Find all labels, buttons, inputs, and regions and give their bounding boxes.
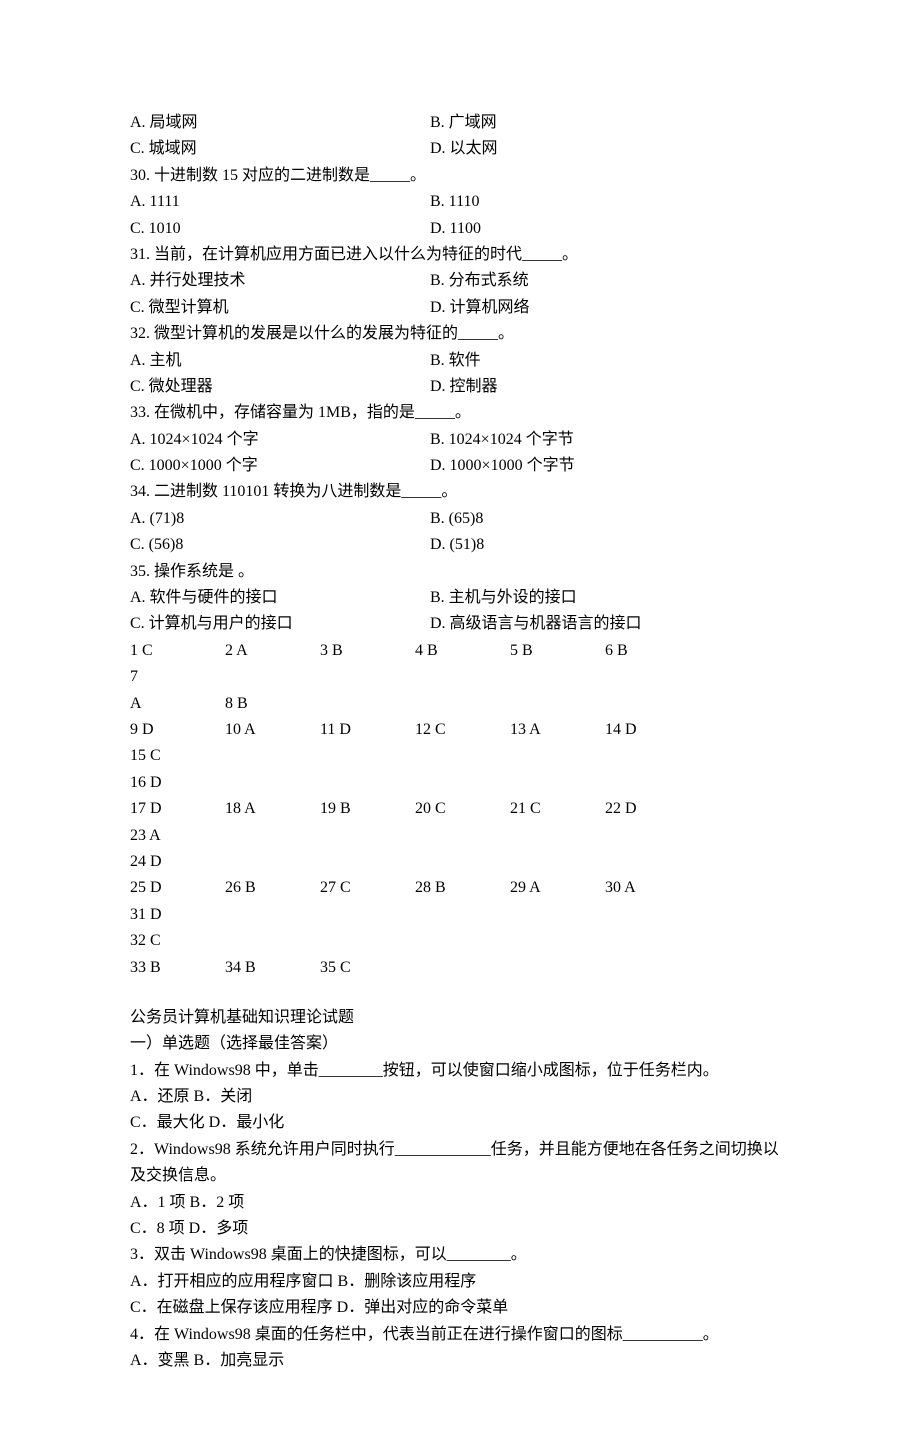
question-stem: 3．双击 Windows98 桌面上的快捷图标，可以________。 [130, 1242, 790, 1268]
answer-cell: 20 C [415, 796, 510, 822]
question-options: A. 1024×1024 个字 B. 1024×1024 个字节 [130, 427, 790, 453]
answer-cell: 7 [130, 664, 225, 690]
answer-cell: A [130, 691, 225, 717]
answer-cell: 26 B [225, 875, 320, 901]
option-a: A. (71)8 [130, 506, 430, 532]
option-c: C. 1000×1000 个字 [130, 453, 430, 479]
question-stem: 32. 微型计算机的发展是以什么的发展为特征的_____。 [130, 321, 790, 347]
answer-cell: 12 C [415, 717, 510, 743]
option-a: A. 局域网 [130, 110, 430, 136]
option-a: A. 1024×1024 个字 [130, 427, 430, 453]
answer-cell: 27 C [320, 875, 415, 901]
option-d: D. 高级语言与机器语言的接口 [430, 611, 790, 637]
answer-cell: 8 B [225, 691, 320, 717]
question-options: C. 1000×1000 个字 D. 1000×1000 个字节 [130, 453, 790, 479]
question-stem: 1．在 Windows98 中，单击________按钮，可以使窗口缩小成图标，… [130, 1058, 790, 1084]
answer-cell: 9 D [130, 717, 225, 743]
question-options: C. 微型计算机 D. 计算机网络 [130, 295, 790, 321]
answer-cell: 11 D [320, 717, 415, 743]
question-options: A. 并行处理技术 B. 分布式系统 [130, 268, 790, 294]
option-line: C．最大化 D．最小化 [130, 1110, 790, 1136]
answer-cell: 28 B [415, 875, 510, 901]
answer-cell: 18 A [225, 796, 320, 822]
option-line: A．变黑 B．加亮显示 [130, 1348, 790, 1374]
option-b: B. 广域网 [430, 110, 790, 136]
answer-cell: 17 D [130, 796, 225, 822]
answer-cell: 10 A [225, 717, 320, 743]
question-stem: 30. 十进制数 15 对应的二进制数是_____。 [130, 163, 790, 189]
section-subtitle: 一）单选题（选择最佳答案） [130, 1031, 790, 1057]
answer-cell: 23 A [130, 823, 225, 849]
answer-cell: 29 A [510, 875, 605, 901]
answer-cell: 25 D [130, 875, 225, 901]
answer-cell: 32 C [130, 928, 225, 954]
option-line: A．还原 B．关闭 [130, 1084, 790, 1110]
option-c: C. 1010 [130, 216, 430, 242]
answer-cell: 1 C [130, 638, 225, 664]
answer-cell: 34 B [225, 955, 320, 981]
answer-cell: 31 D [130, 902, 225, 928]
option-c: C. 计算机与用户的接口 [130, 611, 430, 637]
question-options: A. (71)8 B. (65)8 [130, 506, 790, 532]
option-d: D. (51)8 [430, 532, 790, 558]
answer-cell: 3 B [320, 638, 415, 664]
option-a: A. 1111 [130, 189, 430, 215]
question-options: C. 计算机与用户的接口 D. 高级语言与机器语言的接口 [130, 611, 790, 637]
answer-cell: 24 D [130, 849, 225, 875]
answer-cell: 4 B [415, 638, 510, 664]
option-c: C. 微型计算机 [130, 295, 430, 321]
question-stem: 2．Windows98 系统允许用户同时执行____________任务，并且能… [130, 1137, 790, 1190]
answer-cell: 15 C [130, 743, 225, 769]
answer-cell: 19 B [320, 796, 415, 822]
question-options: A. 局域网 B. 广域网 [130, 110, 790, 136]
option-line: C．在磁盘上保存该应用程序 D．弹出对应的命令菜单 [130, 1295, 790, 1321]
answer-cell: 14 D [605, 717, 700, 743]
option-line: C．8 项 D．多项 [130, 1216, 790, 1242]
option-b: B. 软件 [430, 348, 790, 374]
answer-cell: 5 B [510, 638, 605, 664]
option-a: A. 并行处理技术 [130, 268, 430, 294]
option-line: A．打开相应的应用程序窗口 B．删除该应用程序 [130, 1269, 790, 1295]
option-b: B. 1024×1024 个字节 [430, 427, 790, 453]
answer-cell: 35 C [320, 955, 415, 981]
option-line: A．1 项 B．2 项 [130, 1190, 790, 1216]
answer-cell: 16 D [130, 770, 225, 796]
section-title: 公务员计算机基础知识理论试题 [130, 1005, 790, 1031]
question-options: C. 微处理器 D. 控制器 [130, 374, 790, 400]
question-stem: 4．在 Windows98 桌面的任务栏中，代表当前正在进行操作窗口的图标___… [130, 1322, 790, 1348]
option-d: D. 以太网 [430, 136, 790, 162]
option-b: B. 主机与外设的接口 [430, 585, 790, 611]
option-b: B. 1110 [430, 189, 790, 215]
answer-cell: 30 A [605, 875, 700, 901]
option-d: D. 1000×1000 个字节 [430, 453, 790, 479]
question-options: A. 主机 B. 软件 [130, 348, 790, 374]
answer-cell: 2 A [225, 638, 320, 664]
question-options: A. 1111 B. 1110 [130, 189, 790, 215]
option-a: A. 主机 [130, 348, 430, 374]
question-stem: 34. 二进制数 110101 转换为八进制数是_____。 [130, 479, 790, 505]
question-options: A. 软件与硬件的接口 B. 主机与外设的接口 [130, 585, 790, 611]
question-stem: 31. 当前，在计算机应用方面已进入以什么为特征的时代_____。 [130, 242, 790, 268]
question-options: C. 城域网 D. 以太网 [130, 136, 790, 162]
question-options: C. (56)8 D. (51)8 [130, 532, 790, 558]
option-c: C. (56)8 [130, 532, 430, 558]
option-d: D. 1100 [430, 216, 790, 242]
question-stem: 35. 操作系统是 。 [130, 559, 790, 585]
question-stem: 33. 在微机中，存储容量为 1MB，指的是_____。 [130, 400, 790, 426]
option-d: D. 控制器 [430, 374, 790, 400]
answer-cell: 13 A [510, 717, 605, 743]
question-options: C. 1010 D. 1100 [130, 216, 790, 242]
option-a: A. 软件与硬件的接口 [130, 585, 430, 611]
answer-key: 1 C 2 A 3 B 4 B 5 B 6 B 7 A 8 B 9 D 10 A… [130, 638, 790, 981]
answer-cell: 21 C [510, 796, 605, 822]
answer-cell: 6 B [605, 638, 700, 664]
option-c: C. 城域网 [130, 136, 430, 162]
option-b: B. (65)8 [430, 506, 790, 532]
option-c: C. 微处理器 [130, 374, 430, 400]
option-d: D. 计算机网络 [430, 295, 790, 321]
answer-cell: 33 B [130, 955, 225, 981]
option-b: B. 分布式系统 [430, 268, 790, 294]
answer-cell: 22 D [605, 796, 700, 822]
